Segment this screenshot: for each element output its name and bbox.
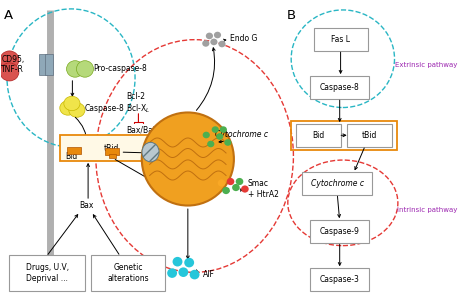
Ellipse shape [206,33,213,39]
Ellipse shape [241,185,249,193]
Ellipse shape [0,51,19,69]
FancyBboxPatch shape [45,54,53,75]
Text: Cytochrome c: Cytochrome c [310,179,364,188]
FancyBboxPatch shape [91,255,166,291]
Ellipse shape [69,103,85,117]
Ellipse shape [0,57,8,75]
FancyBboxPatch shape [303,171,372,195]
Ellipse shape [232,184,240,191]
FancyBboxPatch shape [109,154,115,158]
Ellipse shape [214,32,221,38]
Text: Bax/Bak: Bax/Bak [126,126,158,135]
Ellipse shape [64,96,80,111]
Ellipse shape [219,41,226,47]
Ellipse shape [142,142,159,162]
Text: Genetic
alterations: Genetic alterations [107,263,149,283]
Text: Endo G: Endo G [230,35,257,43]
Text: CD95,
TNF-R: CD95, TNF-R [1,55,25,74]
FancyBboxPatch shape [105,148,119,155]
FancyBboxPatch shape [310,268,369,291]
Ellipse shape [210,38,218,45]
Text: Intrinsic pathway: Intrinsic pathway [397,207,457,213]
FancyBboxPatch shape [310,220,369,243]
FancyBboxPatch shape [310,75,369,99]
Ellipse shape [224,139,231,146]
Text: Extrinsic pathway: Extrinsic pathway [394,62,457,68]
Ellipse shape [0,63,19,81]
FancyBboxPatch shape [67,147,81,154]
Ellipse shape [207,141,214,147]
Text: A: A [4,9,13,22]
Ellipse shape [184,258,194,267]
Text: Pro-caspase-8: Pro-caspase-8 [93,65,147,73]
Text: Bcl-2
Bcl-X$_L$: Bcl-2 Bcl-X$_L$ [126,92,151,115]
Text: AIF: AIF [203,270,214,279]
Text: Caspase-3: Caspase-3 [320,275,360,284]
Ellipse shape [142,112,234,205]
Text: Bax: Bax [80,201,94,210]
Ellipse shape [212,126,219,133]
Ellipse shape [203,132,210,138]
FancyBboxPatch shape [9,255,85,291]
Text: Fas L: Fas L [331,35,350,44]
Text: tBid: tBid [362,131,378,140]
Ellipse shape [189,270,199,279]
Text: tBid: tBid [104,144,119,153]
FancyBboxPatch shape [60,135,152,161]
Text: Bid: Bid [66,152,78,161]
Ellipse shape [218,179,226,187]
Ellipse shape [76,61,93,77]
Ellipse shape [173,257,182,266]
Text: B: B [287,9,296,22]
Text: Caspase-9: Caspase-9 [320,227,360,236]
Text: Caspase-8: Caspase-8 [84,104,124,113]
Ellipse shape [216,133,223,140]
Ellipse shape [178,267,188,277]
Ellipse shape [167,268,177,278]
FancyBboxPatch shape [295,124,340,147]
Text: Bid: Bid [312,131,324,140]
FancyBboxPatch shape [348,124,392,147]
Text: Smac
+ HtrA2: Smac + HtrA2 [248,179,279,199]
Text: Caspase-8: Caspase-8 [320,83,360,92]
Ellipse shape [222,187,230,194]
Ellipse shape [227,178,234,185]
FancyBboxPatch shape [38,54,47,75]
Ellipse shape [202,40,209,47]
Ellipse shape [220,126,227,133]
Ellipse shape [60,101,76,115]
Text: Cytochrome c: Cytochrome c [215,131,268,139]
FancyBboxPatch shape [314,28,368,51]
Ellipse shape [236,178,243,185]
Ellipse shape [67,61,83,77]
Text: Drugs, U.V,
Deprival ...: Drugs, U.V, Deprival ... [26,263,69,283]
